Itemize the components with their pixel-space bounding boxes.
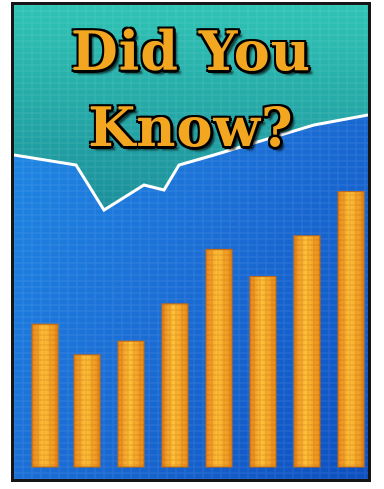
bar-texture-2 <box>74 354 100 467</box>
did-you-know-poster: Did You Know? <box>11 2 371 482</box>
bar-texture-6 <box>250 276 276 467</box>
bar-texture-3 <box>118 341 144 467</box>
poster-artwork <box>14 5 368 479</box>
bar-texture-5 <box>206 249 232 467</box>
bar-group <box>31 191 365 468</box>
bar-texture-1 <box>32 324 58 467</box>
headline-line-1: Did You <box>70 19 312 83</box>
bar-texture-8 <box>338 191 364 467</box>
headline-line-2: Know? <box>88 95 294 159</box>
bar-texture-7 <box>294 235 320 467</box>
bar-texture-4 <box>162 303 188 467</box>
